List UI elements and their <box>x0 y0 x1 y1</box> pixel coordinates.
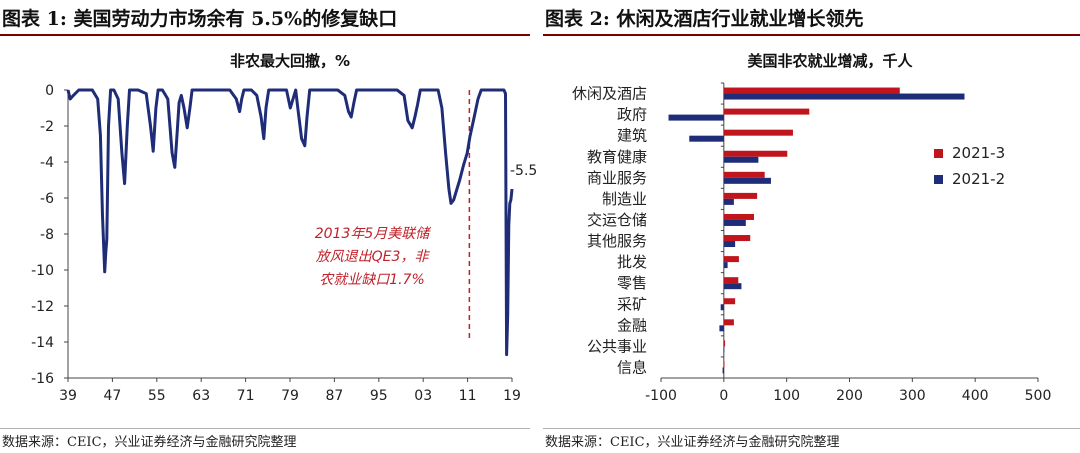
left-x-tick-label: 47 <box>103 388 121 404</box>
right-x-tick-label: 200 <box>836 388 863 404</box>
bar-2021-2 <box>723 262 728 269</box>
left-y-tick-label: -8 <box>40 227 54 243</box>
bar-2021-2 <box>668 114 724 121</box>
bar-2021-2 <box>723 241 736 248</box>
left-x-tick-label: 87 <box>325 388 343 404</box>
left-footer-rule <box>0 428 530 429</box>
category-label: 零售 <box>617 274 647 292</box>
left-x-tick-label: 11 <box>459 388 477 404</box>
bar-2021-3 <box>723 192 758 199</box>
left-heading-rule <box>0 34 530 36</box>
left-y-tick-label: -6 <box>40 191 54 207</box>
category-label: 批发 <box>617 253 647 271</box>
category-label: 公共事业 <box>587 337 647 355</box>
bar-2021-2 <box>723 283 742 290</box>
right-source-note: 数据来源：CEIC，兴业证券经济与金融研究院整理 <box>545 435 840 450</box>
right-chart-title: 美国非农就业增减，千人 <box>747 52 913 70</box>
end-value-label: -5.5 <box>510 163 537 179</box>
bar-2021-3 <box>723 235 751 242</box>
right-x-tick-label: 400 <box>962 388 989 404</box>
bar-2021-3 <box>723 277 739 284</box>
bar-2021-3 <box>723 319 734 326</box>
right-x-tick-label: 500 <box>1025 388 1052 404</box>
bar-2021-2 <box>723 219 746 226</box>
bar-2021-2 <box>722 367 724 374</box>
legend-label-2021-2: 2021-2 <box>952 170 1005 188</box>
left-y-tick-label: -12 <box>31 299 54 315</box>
bar-2021-3 <box>723 361 725 368</box>
category-label: 金融 <box>617 316 647 334</box>
bar-2021-2 <box>723 177 771 184</box>
bar-2021-3 <box>723 150 788 157</box>
legend-swatch-2021-3 <box>934 149 943 158</box>
bar-2021-3 <box>723 108 810 115</box>
left-y-tick-label: -14 <box>31 335 54 351</box>
bar-2021-3 <box>723 256 739 263</box>
category-label: 其他服务 <box>587 232 647 250</box>
drawdown-series-line <box>66 88 514 357</box>
right-panel-heading: 图表 2: 休闲及酒店行业就业增长领先 <box>545 8 864 30</box>
bar-2021-2 <box>689 135 724 142</box>
left-x-tick-label: 55 <box>148 388 166 404</box>
bar-2021-2 <box>723 156 759 163</box>
bar-2021-3 <box>723 129 793 136</box>
legend-label-2021-3: 2021-3 <box>952 144 1005 162</box>
left-x-tick-label: 19 <box>503 388 521 404</box>
left-x-tick-label: 63 <box>192 388 210 404</box>
bar-2021-2 <box>723 198 734 205</box>
bar-2021-3 <box>723 171 765 178</box>
left-source-note: 数据来源：CEIC，兴业证券经济与金融研究院整理 <box>2 435 297 450</box>
bar-2021-3 <box>723 213 754 220</box>
right-x-tick-label: 300 <box>899 388 926 404</box>
category-label: 制造业 <box>602 190 647 208</box>
qe3-annotation-line: 2013年5月美联储 <box>315 226 433 242</box>
category-label: 休闲及酒店 <box>572 85 647 103</box>
left-x-tick-label: 39 <box>59 388 77 404</box>
drawdown-line-chart: 非农最大回撤，% 0 -2 -4 -6 -8 -10 -12 -14 -16 39 47 55 63 71 7… <box>31 52 537 404</box>
left-y-tick-label: -10 <box>31 263 54 279</box>
right-heading-rule <box>543 34 1080 36</box>
category-label: 交运仓储 <box>587 211 647 229</box>
bar-2021-2 <box>723 346 725 353</box>
category-label: 建筑 <box>617 127 647 145</box>
right-x-tick-label: 0 <box>719 388 728 404</box>
qe3-annotation-line: 放风退出QE3，非 <box>316 249 431 265</box>
bar-2021-2 <box>720 304 724 311</box>
left-y-tick-label: 0 <box>45 83 54 99</box>
qe3-annotation-line: 农就业缺口1.7% <box>319 272 425 288</box>
left-y-tick-label: -4 <box>40 155 54 171</box>
bar-2021-2 <box>723 93 965 100</box>
right-footer-rule <box>543 428 1080 429</box>
category-label: 采矿 <box>617 295 647 313</box>
left-chart-title: 非农最大回撤，% <box>230 52 350 70</box>
bar-2021-3 <box>723 298 736 305</box>
category-label: 政府 <box>617 106 647 124</box>
left-x-tick-label: 71 <box>237 388 255 404</box>
category-label: 商业服务 <box>587 169 647 187</box>
right-x-tick-label: -100 <box>645 388 677 404</box>
category-label: 信息 <box>617 358 647 376</box>
right-x-tick-label: 100 <box>773 388 800 404</box>
left-y-tick-label: -16 <box>31 371 54 387</box>
left-y-tick-label: -2 <box>40 119 54 135</box>
left-x-tick-label: 95 <box>370 388 388 404</box>
left-panel-heading: 图表 1: 美国劳动力市场余有 5.5%的修复缺口 <box>2 8 398 30</box>
left-x-tick-label: 03 <box>414 388 432 404</box>
employment-change-bar-chart: 美国非农就业增减，千人 -100 0 100 200 300 400 500 休闲及酒店政府建筑… <box>572 52 1052 404</box>
category-label: 教育健康 <box>587 148 647 166</box>
legend-swatch-2021-2 <box>934 175 943 184</box>
bar-2021-2 <box>719 325 724 332</box>
left-x-tick-label: 79 <box>281 388 299 404</box>
bar-2021-3 <box>723 340 726 347</box>
bar-2021-3 <box>723 87 900 94</box>
